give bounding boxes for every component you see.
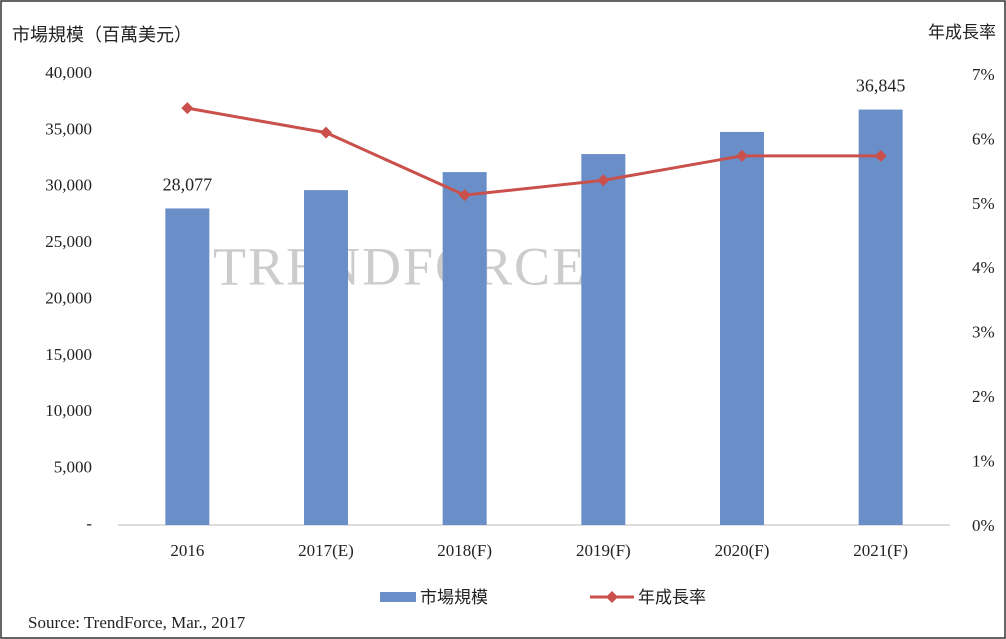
y-tick-label: 5,000 <box>54 458 92 477</box>
y2-tick-label: 6% <box>972 129 995 148</box>
legend-label: 市場規模 <box>420 588 488 608</box>
legend-marker <box>606 591 618 603</box>
y2-tick-label: 1% <box>972 451 995 470</box>
line-marker <box>736 149 748 162</box>
data-label: 36,845 <box>856 76 906 96</box>
bar <box>304 190 348 525</box>
line-marker <box>874 149 887 162</box>
x-tick-label: 2016 <box>170 541 204 560</box>
line-marker <box>181 102 194 115</box>
x-tick-label: 2020(F) <box>715 541 770 560</box>
y2-tick-label: 3% <box>972 323 995 342</box>
y2-tick-label: 0% <box>972 516 995 535</box>
source: Source: TrendForce, Mar., 2017 <box>28 613 246 632</box>
y2-tick-label: 2% <box>972 387 995 406</box>
bar <box>720 131 764 526</box>
line-marker <box>320 126 332 139</box>
y-tick-label: 35,000 <box>45 119 92 138</box>
bar <box>442 172 487 525</box>
y-tick-label: 25,000 <box>45 232 92 251</box>
legend-label: 年成長率 <box>638 588 706 608</box>
bar <box>165 208 210 525</box>
y-tick-label: 30,000 <box>45 176 92 195</box>
y-tick-label: 10,000 <box>45 401 92 420</box>
bar <box>581 154 626 526</box>
x-tick-label: 2018(F) <box>437 541 492 560</box>
watermark: TRENDFORCE <box>213 236 587 296</box>
legend-swatch <box>380 592 416 602</box>
line <box>187 106 881 197</box>
y2-tick-label: 7% <box>972 65 995 84</box>
y-tick-label: 20,000 <box>45 288 92 307</box>
y-tick-label: 40,000 <box>45 63 92 82</box>
bar <box>858 109 903 525</box>
data-label: 28,077 <box>163 175 213 195</box>
y2-tick-label: 4% <box>972 258 995 277</box>
x-tick-label: 2019(F) <box>576 541 631 560</box>
y2-tick-label: 5% <box>972 194 995 213</box>
y-tick-label: 15,000 <box>45 345 92 364</box>
line-marker <box>597 174 610 187</box>
y-axis-title: 市場規模（百萬美元） <box>12 25 192 46</box>
y-tick-label: - <box>86 514 92 533</box>
line-marker <box>458 189 471 202</box>
x-tick-label: 2017(E) <box>298 541 354 560</box>
x-tick-label: 2021(F) <box>853 541 908 560</box>
y2-axis-title: 年成長率 <box>928 23 996 43</box>
